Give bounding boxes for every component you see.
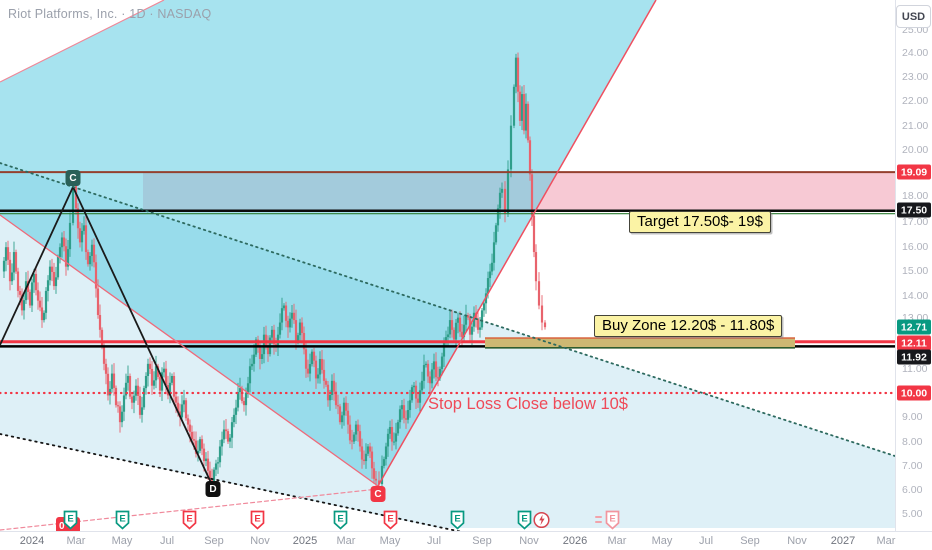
price-tag-12.71: 12.71: [897, 319, 931, 335]
price-tick-11.00: 11.00: [902, 363, 928, 375]
price-tag-10.00: 10.00: [897, 385, 931, 401]
cyan-triangle[interactable]: [0, 0, 656, 486]
price-tick-8.00: 8.00: [902, 436, 923, 448]
time-month-Sep-4: Sep: [204, 535, 224, 547]
bottom-pink-dashed[interactable]: [0, 488, 379, 531]
time-month-Mar-19: Mar: [876, 535, 896, 547]
pattern-up-leg[interactable]: [0, 186, 74, 346]
pattern-down-leg[interactable]: [72, 186, 214, 488]
time-month-May-2: May: [111, 535, 133, 547]
price-tick-24.00: 24.00: [902, 47, 929, 59]
time-month-Nov-5: Nov: [250, 535, 270, 547]
triangle-top-left-edge[interactable]: [0, 0, 165, 83]
triangle-left-edge[interactable]: [0, 214, 379, 487]
time-year-2027-18: 2027: [830, 535, 856, 547]
buy-zone[interactable]: [485, 338, 795, 348]
time-month-May-14: May: [651, 535, 673, 547]
time-month-May-8: May: [379, 535, 401, 547]
time-month-Mar-7: Mar: [336, 535, 356, 547]
price-tick-22.00: 22.00: [902, 95, 929, 107]
time-year-2026-12: 2026: [562, 535, 588, 547]
price-tick-9.00: 9.00: [902, 411, 923, 423]
price-tick-18.00: 18.00: [902, 190, 929, 202]
price-tick-20.00: 20.00: [902, 144, 929, 156]
currency-toggle-button[interactable]: USD: [896, 5, 931, 28]
time-month-Nov-17: Nov: [787, 535, 807, 547]
price-tag-11.92: 11.92: [897, 349, 931, 365]
price-tick-23.00: 23.00: [902, 71, 929, 83]
price-tag-12.11: 12.11: [897, 335, 931, 351]
time-month-Jul-15: Jul: [698, 535, 714, 547]
candlesticks: [2, 52, 547, 492]
time-month-Sep-16: Sep: [740, 535, 760, 547]
price-tick-15.00: 15.00: [902, 265, 929, 277]
time-year-2024-0: 2024: [19, 535, 45, 547]
time-month-Jul-9: Jul: [426, 535, 442, 547]
price-tick-14.00: 14.00: [902, 290, 929, 302]
time-year-2025-6: 2025: [292, 535, 318, 547]
price-tick-7.00: 7.00: [902, 460, 923, 472]
price-tick-21.00: 21.00: [902, 120, 929, 132]
price-tick-5.00: 5.00: [902, 508, 923, 520]
time-month-Mar-13: Mar: [607, 535, 627, 547]
plot-content: [0, 0, 895, 531]
price-tag-19.09: 19.09: [897, 164, 931, 180]
time-month-Sep-10: Sep: [472, 535, 492, 547]
price-axis[interactable]: 25.00 24.00 23.00 22.00 21.00 20.00 18.00 17.00…: [895, 0, 932, 531]
price-tick-6.00: 6.00: [902, 484, 923, 496]
time-month-Jul-3: Jul: [159, 535, 175, 547]
price-tick-16.00: 16.00: [902, 241, 929, 253]
time-month-Nov-11: Nov: [519, 535, 539, 547]
symbol-title[interactable]: Riot Platforms, Inc. · 1D · NASDAQ: [8, 7, 212, 21]
triangle-right-edge[interactable]: [377, 0, 657, 487]
price-tick-17.00: 17.00: [902, 216, 929, 228]
price-tag-17.50: 17.50: [897, 202, 931, 218]
time-month-Mar-1: Mar: [66, 535, 86, 547]
time-axis[interactable]: 2024 Mar May Jul Sep Nov 2025 Mar May Jul Sep Nov 20…: [0, 531, 932, 550]
